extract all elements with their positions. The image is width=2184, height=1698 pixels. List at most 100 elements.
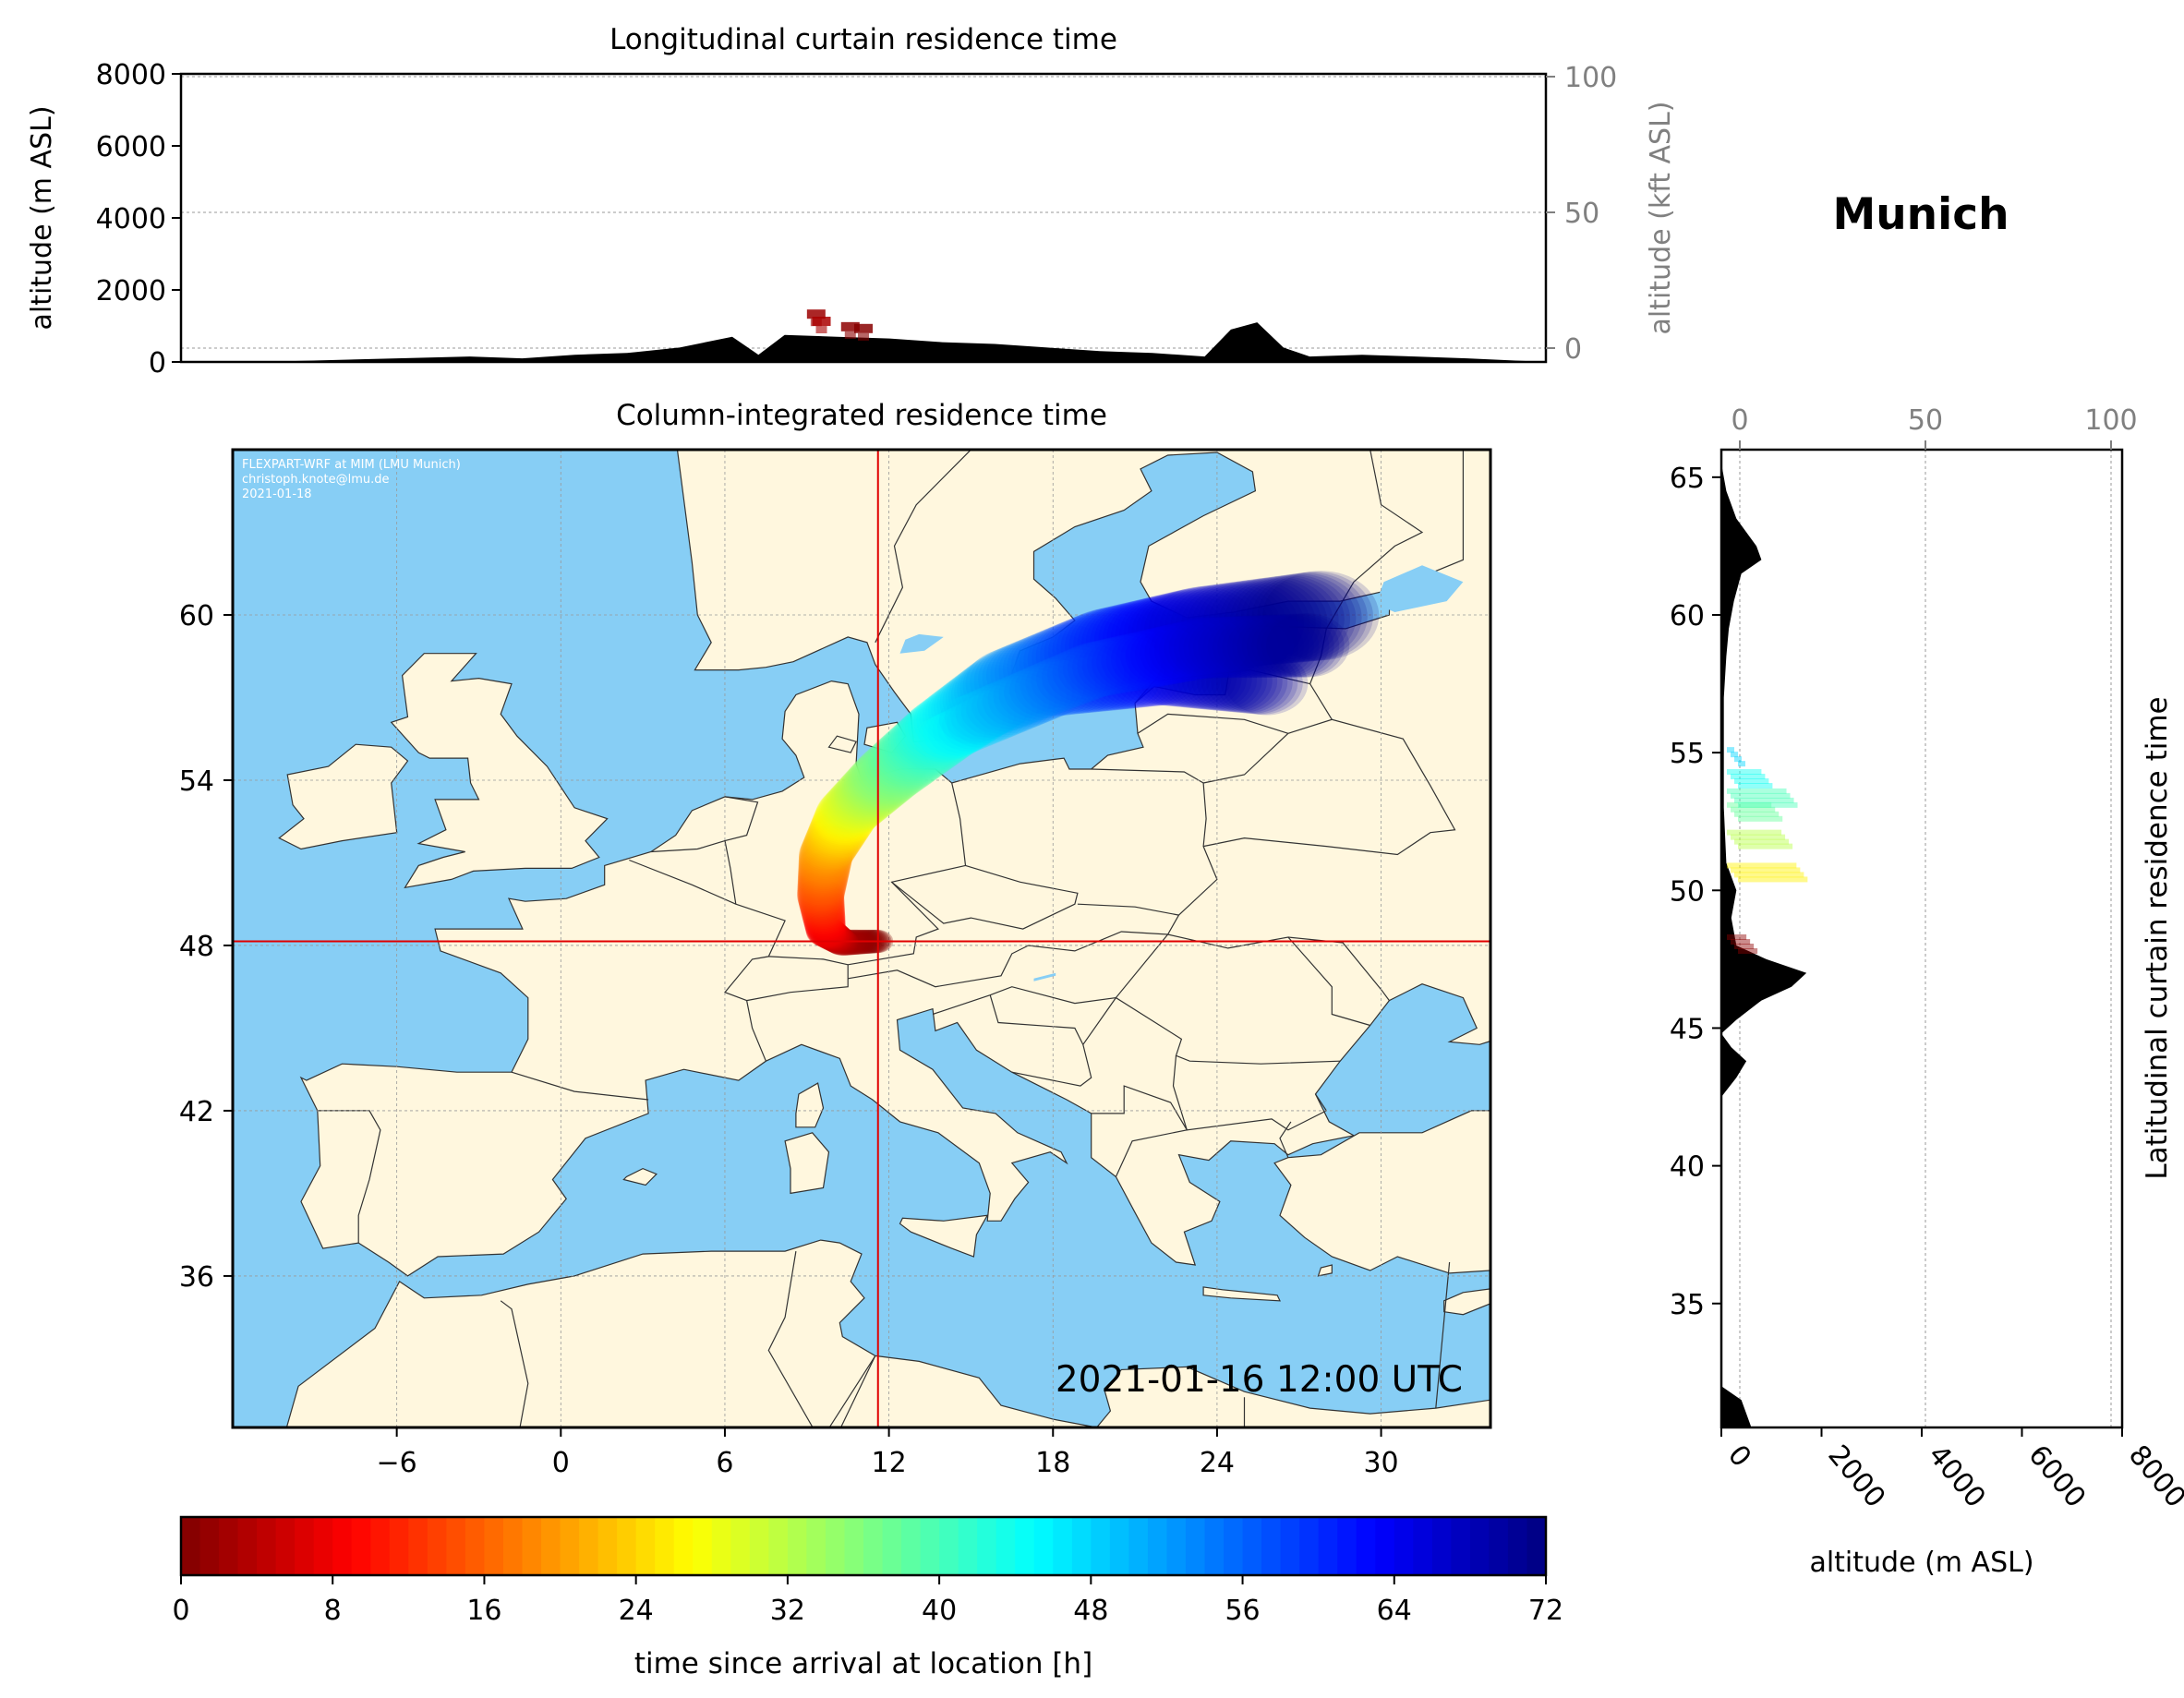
colorbar-block — [1318, 1517, 1338, 1575]
map-plume-cell — [1206, 650, 1288, 714]
map-plume-cell — [928, 678, 1016, 745]
map-plume-cell — [895, 704, 978, 768]
timestamp-label: 2021-01-16 12:00 UTC — [1056, 1359, 1463, 1401]
map-plume-cell — [897, 703, 980, 766]
map-plume-cell — [1004, 666, 1072, 719]
map-plume-cell — [801, 895, 845, 930]
colorbar-block — [1053, 1517, 1073, 1575]
map-plume-cell — [797, 875, 845, 912]
map-plume-cell — [1140, 588, 1249, 673]
map-plume-cell — [828, 773, 897, 825]
map-plume-cell — [1125, 626, 1202, 686]
land-anatolia — [1273, 1110, 1490, 1274]
map-ytick-label: 36 — [179, 1261, 214, 1294]
map-ytick-label: 54 — [179, 765, 214, 798]
country-border — [768, 782, 967, 966]
map-plume-cell — [984, 679, 1052, 731]
map-graticule — [233, 450, 1490, 1427]
map-plume-cell — [1111, 630, 1187, 689]
map-xtick-label: 0 — [552, 1447, 570, 1479]
map-plume-cell — [879, 720, 959, 781]
map-plume-cell — [826, 777, 893, 829]
map-plume-cell — [931, 675, 1019, 743]
latitudinal-plume-cell — [1734, 756, 1742, 763]
map-plume-cell — [901, 698, 985, 763]
map-plume-cell — [847, 752, 920, 808]
latitudinal-plume-cell — [1731, 752, 1738, 758]
map-ytick-label: 60 — [179, 600, 214, 632]
colorbar-block — [693, 1517, 713, 1575]
land-mainland-europe — [299, 450, 1490, 1277]
map-plume-cell — [798, 855, 849, 896]
country-border — [500, 1300, 529, 1427]
longitudinal-ylabel: altitude (m ASL) — [26, 105, 58, 330]
colorbar-block — [1242, 1517, 1262, 1575]
colorbar-block — [522, 1517, 542, 1575]
longitudinal-plume-cell — [806, 309, 826, 319]
map-plume-cell — [908, 693, 993, 759]
map-plume-cell — [837, 764, 908, 818]
colorbar-block — [655, 1517, 675, 1575]
map-plume-cell — [1241, 614, 1324, 678]
map-plume-cell — [1003, 669, 1073, 723]
map-plume-cell — [1187, 649, 1268, 712]
map-plume-cell — [884, 716, 964, 777]
latitudinal-plume-cell — [1734, 943, 1755, 949]
map-plume-cell — [1183, 616, 1263, 679]
map-plume-cell — [813, 921, 851, 951]
longitudinal-plume-cell — [858, 332, 869, 341]
map-plume-cell — [1232, 614, 1314, 679]
map-plume-cell — [861, 738, 937, 796]
map-plume-cell — [893, 707, 975, 770]
map-plume-cell — [904, 696, 989, 761]
land-oland — [1008, 688, 1027, 720]
map-plume-cell — [970, 646, 1063, 718]
map-plume-cell — [1009, 664, 1079, 717]
colorbar-block — [408, 1517, 428, 1575]
map-plume-cell — [814, 794, 876, 844]
map-plume-cell — [800, 890, 845, 925]
map-plume-cell — [811, 801, 873, 849]
colorbar-block — [1033, 1517, 1054, 1575]
map-plume-cell — [1106, 596, 1213, 679]
map-plume-cell — [1080, 652, 1155, 710]
map-plume-cell — [808, 809, 868, 855]
latitudinal-plume-cell — [1734, 811, 1780, 817]
map-plume-cell — [799, 888, 845, 923]
map-plume-cell — [797, 865, 847, 904]
map-plume-cell — [942, 701, 1006, 750]
map-plume-cell — [854, 744, 929, 801]
map-plume-cell — [965, 689, 1032, 740]
colorbar-tick-label: 64 — [1377, 1595, 1412, 1627]
map-plume-cell — [1176, 648, 1258, 711]
longitudinal-plume-cell — [815, 326, 827, 333]
map-plume-cell — [1048, 612, 1150, 691]
map-plume-cell — [913, 689, 999, 755]
map-plume-cell — [1013, 664, 1083, 719]
map-plume-cell — [1240, 573, 1357, 663]
latitudinal-plume-cell — [1738, 947, 1758, 954]
map-plume-cell — [1144, 621, 1223, 682]
map-plume-cell — [816, 923, 853, 952]
map-plume-cell — [927, 708, 990, 756]
map-plume-cell — [802, 823, 860, 867]
map-plume-cell — [798, 841, 852, 883]
map-plume-cell — [803, 821, 861, 865]
longitudinal-axes-frame — [179, 72, 1548, 364]
map-plume-cell — [1256, 613, 1340, 678]
map-plume-cell — [1133, 646, 1212, 706]
map-plume-cell — [881, 717, 961, 779]
map-plume-cell — [1213, 577, 1328, 665]
map-plume-cell — [911, 692, 995, 757]
map-plume-cell — [840, 760, 911, 814]
map-plume-cell — [1018, 662, 1089, 717]
map-plume-cell — [976, 678, 1044, 729]
map-plume-cell — [947, 698, 1010, 748]
map-plume-cell — [804, 909, 846, 942]
map-latitude-ticks: 36 42 48 54 60 — [179, 600, 233, 1294]
colorbar-block — [1071, 1517, 1092, 1575]
map-plume-cell — [1257, 572, 1373, 661]
colorbar-block — [1091, 1517, 1111, 1575]
map-plume-cell — [1201, 650, 1283, 713]
country-border — [1202, 718, 1456, 856]
